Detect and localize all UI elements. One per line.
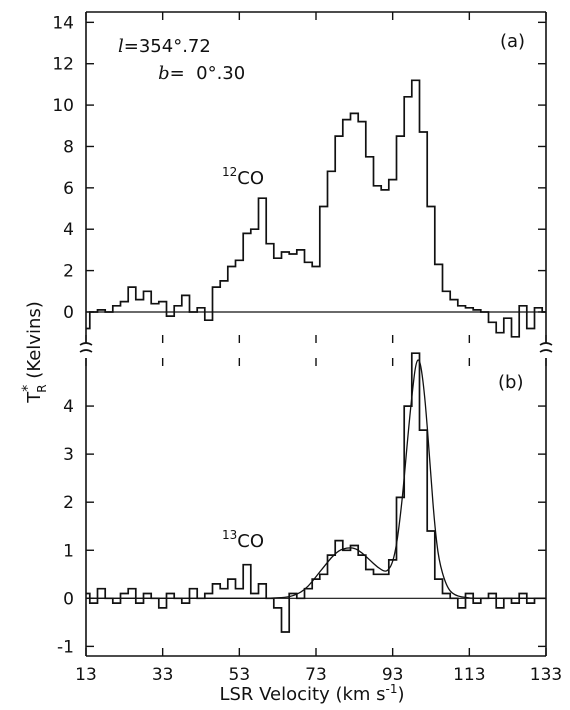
plot-frame [79, 11, 553, 657]
y-tick-label: 2 [63, 262, 74, 282]
panel-b-y-tick-labels: -1 0 1 2 3 4 [57, 397, 74, 657]
l-value: =354°.72 [124, 36, 211, 57]
panel-b-y-ticks [86, 405, 546, 648]
y-tick-label: 0 [63, 303, 74, 323]
y-axis-title-unit: (Kelvins) [24, 301, 45, 384]
x-axis-title: LSR Velocity (km s-1) [219, 682, 404, 705]
x-tick-label: 133 [530, 665, 562, 685]
y-tick-label: 4 [63, 397, 74, 417]
panel-a-12co-spectrum [86, 79, 546, 338]
panel-b-species-mass: 13 [222, 528, 237, 542]
y-tick-label: 0 [63, 589, 74, 609]
y-axis-title: T*R (Kelvins) [20, 301, 49, 404]
y-tick-label: 14 [52, 13, 74, 33]
galactic-latitude-label: b= 0°.30 [118, 63, 274, 84]
axis-break-left [79, 342, 93, 353]
x-axis-ticks [85, 12, 547, 656]
panel-b-species-label: 13CO [222, 528, 264, 552]
galactic-longitude-label: l=354°.72 [118, 36, 211, 57]
y-tick-label: 3 [63, 445, 74, 465]
y-axis-title-symbol: T [24, 391, 45, 404]
l-symbol: l [118, 36, 124, 57]
y-tick-label: 1 [63, 541, 74, 561]
y-tick-label: 10 [52, 96, 74, 116]
panel-b-13co-spectrum [86, 352, 546, 633]
b-symbol: b [158, 63, 170, 84]
panel-b-label: (b) [498, 372, 523, 393]
y-tick-label: 4 [63, 220, 74, 240]
panel-a-species-label: 12CO [222, 165, 264, 189]
b-value: = 0°.30 [170, 63, 246, 84]
x-tick-label: 33 [152, 665, 174, 685]
panel-a-label: (a) [500, 31, 525, 52]
y-tick-label: -1 [57, 637, 74, 657]
y-tick-label: 2 [63, 493, 74, 513]
x-tick-label: 53 [229, 665, 251, 685]
x-axis-title-exponent: -1 [386, 682, 398, 696]
x-axis-tick-labels: 13 33 53 73 93 113 133 [75, 665, 562, 685]
x-axis-title-main: LSR Velocity (km s [219, 684, 385, 705]
y-tick-label: 8 [63, 137, 74, 157]
axis-break-right [539, 342, 553, 353]
panel-a-y-tick-labels: 0 2 4 6 8 10 12 14 [52, 13, 74, 323]
panel-b-13co: -1 0 1 2 3 4 (b) 13CO [57, 352, 546, 657]
panel-a-y-ticks [86, 21, 546, 313]
panel-b-gaussian-fit [85, 359, 546, 599]
x-tick-label: 93 [382, 665, 404, 685]
panel-a-species-name: CO [237, 168, 264, 189]
panel-b-species-name: CO [237, 531, 264, 552]
y-tick-label: 6 [63, 179, 74, 199]
x-tick-label: 73 [305, 665, 327, 685]
y-axis-title-star: * [20, 385, 36, 392]
x-axis-title-close: ) [398, 684, 405, 705]
x-tick-label: 113 [453, 665, 485, 685]
y-axis-title-subscript: R [35, 384, 49, 392]
y-tick-label: 12 [52, 55, 74, 75]
x-tick-label: 13 [75, 665, 97, 685]
panel-a-species-mass: 12 [222, 165, 237, 179]
